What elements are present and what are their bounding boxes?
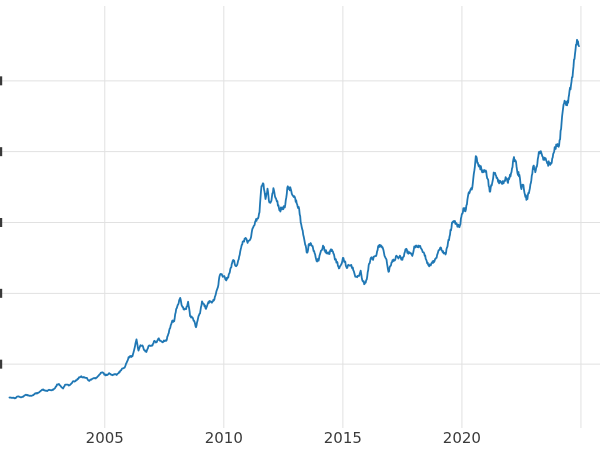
x-tick-label: 2005	[86, 429, 124, 447]
cropped-y-tick-label-remnant	[0, 76, 3, 86]
x-tick-label: 2020	[443, 429, 481, 447]
cropped-y-tick-label-remnant	[0, 288, 3, 298]
cropped-y-tick-label-remnant	[0, 218, 3, 227]
cropped-y-tick-label-remnant	[0, 359, 3, 369]
x-tick-label: 2015	[324, 429, 362, 447]
cropped-y-tick-label-remnant	[0, 147, 3, 157]
price-line-series	[8, 38, 580, 400]
x-tick-label: 2010	[205, 429, 243, 447]
